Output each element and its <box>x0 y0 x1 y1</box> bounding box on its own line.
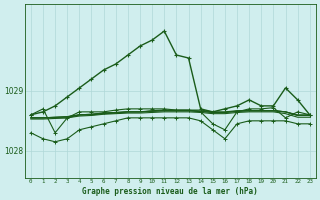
X-axis label: Graphe pression niveau de la mer (hPa): Graphe pression niveau de la mer (hPa) <box>83 187 258 196</box>
